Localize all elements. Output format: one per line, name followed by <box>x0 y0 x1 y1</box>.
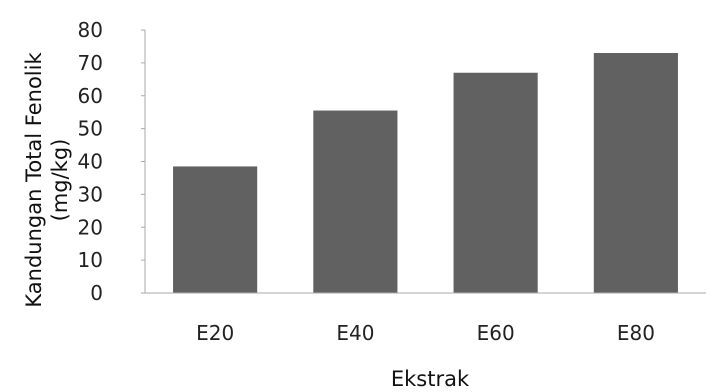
x-tick-label: E20 <box>196 321 234 345</box>
y-tick-label: 30 <box>78 182 103 206</box>
bar-e80 <box>593 53 678 294</box>
x-axis-ticks: E20 E40 E60 E80 <box>196 321 655 345</box>
y-tick-label: 60 <box>78 84 103 108</box>
y-tick-label: 50 <box>78 117 103 141</box>
y-tick-label: 80 <box>78 18 103 42</box>
y-axis-ticks: 0 10 20 30 40 50 60 70 80 <box>78 18 145 305</box>
y-axis-title-line-1: Kandungan Total Fenolik <box>22 52 46 308</box>
x-tick-label: E60 <box>477 321 515 345</box>
bar-e60 <box>453 72 538 293</box>
y-tick-label: 70 <box>78 51 103 75</box>
y-tick-label: 40 <box>78 150 103 174</box>
y-tick-label: 0 <box>90 281 103 305</box>
y-axis-title-line-2: (mg/kg) <box>48 139 72 222</box>
x-axis-title: Ekstrak <box>391 367 470 391</box>
bar-e40 <box>313 110 398 293</box>
bars <box>173 53 678 294</box>
x-tick-label: E40 <box>336 321 374 345</box>
bar-e20 <box>173 166 258 293</box>
x-tick-label: E80 <box>617 321 655 345</box>
y-tick-label: 10 <box>78 248 103 272</box>
y-axis-title: Kandungan Total Fenolik (mg/kg) <box>22 52 72 308</box>
y-tick-label: 20 <box>78 215 103 239</box>
